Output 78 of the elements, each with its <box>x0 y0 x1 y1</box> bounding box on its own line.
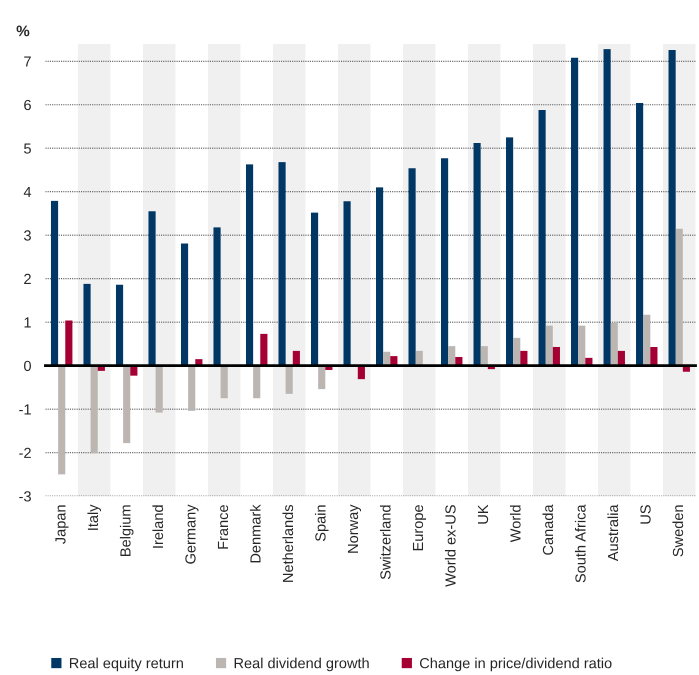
bar <box>474 143 481 366</box>
bar <box>546 326 553 366</box>
bar <box>148 211 156 366</box>
bar <box>253 366 260 398</box>
bar <box>480 346 488 366</box>
x-tick-label: Belgium <box>120 505 134 556</box>
x-tick-label: Spain <box>314 505 329 542</box>
bar <box>156 366 163 413</box>
bar <box>318 366 326 390</box>
bar <box>213 227 221 366</box>
bar <box>83 284 91 366</box>
x-tick-label: Canada <box>542 504 554 555</box>
bar <box>604 49 611 366</box>
bar <box>506 137 514 366</box>
x-tick-label: US <box>640 505 651 524</box>
bar <box>676 228 683 366</box>
x-tick-label: France <box>218 505 228 549</box>
x-tick-label: Japan <box>55 505 68 544</box>
bar <box>246 164 254 366</box>
y-tick-label: 0 <box>24 360 31 372</box>
y-tick-label: 2 <box>24 274 31 284</box>
bar <box>220 366 228 398</box>
bar <box>310 212 318 366</box>
bar <box>50 200 58 366</box>
y-tick-label: -3 <box>19 491 31 502</box>
bar <box>610 323 618 366</box>
x-tick-label: UK <box>478 504 488 524</box>
y-tick-label: -1 <box>19 404 31 414</box>
x-tick-label: Germany <box>185 504 198 564</box>
x-tick-label: Switzerland <box>380 505 391 580</box>
bar <box>578 326 586 366</box>
bar <box>188 366 196 411</box>
bar <box>376 187 384 366</box>
x-tick-label: World ex-US <box>444 505 456 587</box>
y-axis-title: % <box>16 26 30 36</box>
bar <box>343 201 351 366</box>
legend-label: Real equity return <box>70 658 183 672</box>
bar <box>416 350 423 366</box>
x-tick-label: Australia <box>607 504 618 562</box>
bar <box>180 243 188 366</box>
bar <box>383 352 390 366</box>
bar <box>260 334 268 366</box>
legend-label: Change in price/dividend ratio <box>420 658 612 672</box>
y-tick-label: -2 <box>19 448 31 458</box>
y-tick-label: 4 <box>24 186 32 198</box>
bar <box>408 168 416 366</box>
y-tick-label: 3 <box>24 230 31 241</box>
x-tick-label: Italy <box>87 504 101 530</box>
x-tick-label: World <box>510 505 521 542</box>
y-tick-label: 7 <box>24 56 31 67</box>
bar <box>123 366 130 444</box>
y-tick-label: 6 <box>24 100 31 110</box>
y-tick-label: 5 <box>24 143 31 154</box>
bar <box>650 346 658 366</box>
bar <box>65 320 72 366</box>
x-tick-label: Ireland <box>152 505 164 548</box>
x-tick-label: Netherlands <box>282 504 294 582</box>
x-tick-label: Denmark <box>250 504 261 562</box>
bar <box>278 162 286 366</box>
bar <box>58 366 66 474</box>
bar <box>513 338 520 366</box>
bar <box>668 50 676 366</box>
bar <box>636 103 644 366</box>
bar <box>643 314 650 366</box>
bar <box>448 346 456 366</box>
y-tick-label: 1 <box>24 317 31 328</box>
bar <box>552 346 560 366</box>
x-tick-label: Sweden <box>672 505 684 556</box>
x-tick-label: South Africa <box>574 504 586 582</box>
bar <box>286 366 293 394</box>
legend-label: Real dividend growth <box>234 658 369 672</box>
bar <box>441 158 448 366</box>
x-tick-label: Europe <box>412 505 426 550</box>
x-tick-label: Norway <box>348 504 362 553</box>
bar <box>90 366 98 454</box>
bar <box>571 58 578 366</box>
bar <box>116 284 124 366</box>
bar <box>538 110 546 366</box>
